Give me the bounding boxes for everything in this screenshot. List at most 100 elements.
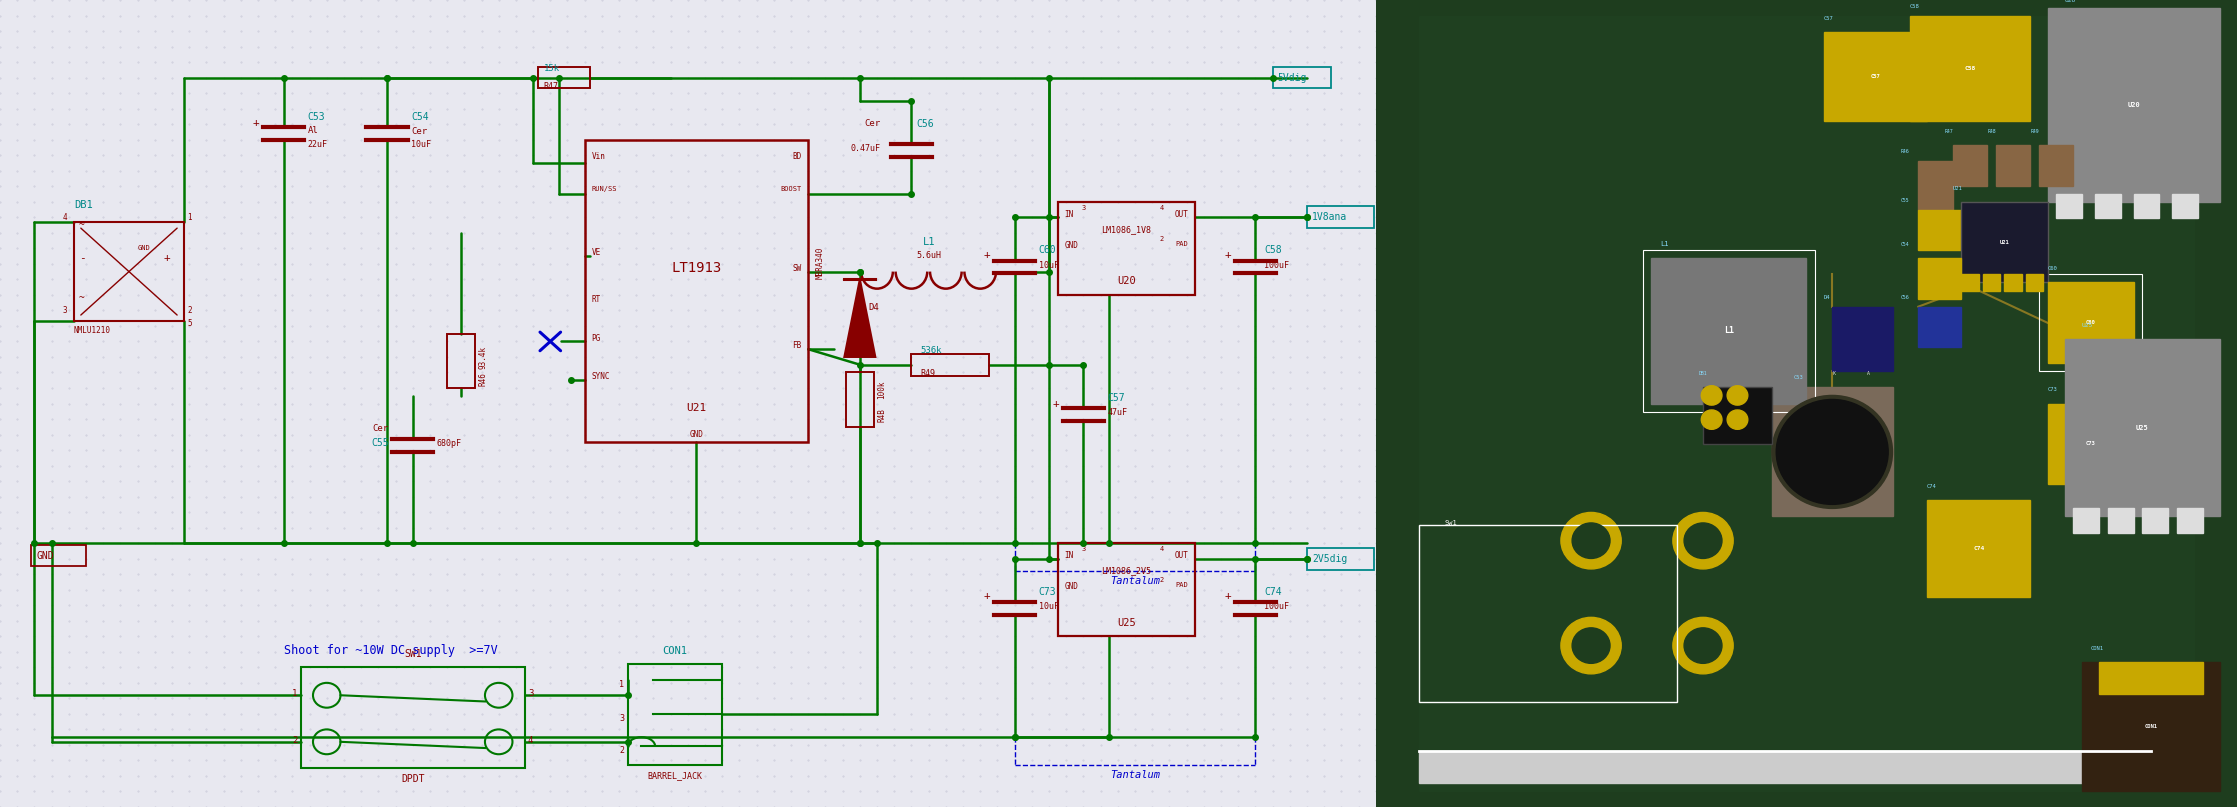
Text: C60: C60 <box>2085 320 2096 325</box>
Text: C54: C54 <box>412 111 430 122</box>
Text: 680pF: 680pF <box>436 439 461 448</box>
Circle shape <box>1776 399 1888 504</box>
Text: 93.4k: 93.4k <box>479 346 488 370</box>
Text: C73: C73 <box>2085 441 2096 446</box>
Bar <box>1919 258 1962 299</box>
Bar <box>302 667 523 768</box>
Text: +: + <box>253 118 259 128</box>
Text: IN: IN <box>1065 551 1074 560</box>
Text: 5Vdig: 5Vdig <box>1277 73 1306 82</box>
Text: 47uF: 47uF <box>1107 408 1127 417</box>
Circle shape <box>1684 628 1722 663</box>
Text: 2: 2 <box>1161 236 1163 241</box>
Text: U25: U25 <box>1116 617 1136 628</box>
Text: 100uF: 100uF <box>1264 261 1289 270</box>
Text: +: + <box>984 249 991 260</box>
Text: 536k: 536k <box>919 346 942 355</box>
Bar <box>2143 508 2168 533</box>
Text: FB: FB <box>792 341 801 350</box>
Bar <box>2177 508 2203 533</box>
Text: U20: U20 <box>1116 276 1136 286</box>
Text: C56: C56 <box>1901 295 1910 299</box>
Text: 1: 1 <box>620 679 624 688</box>
Text: IN: IN <box>1065 210 1074 219</box>
Text: ~: ~ <box>78 220 85 230</box>
Text: 10uF: 10uF <box>1038 602 1058 611</box>
Circle shape <box>1727 410 1747 429</box>
Bar <box>2056 194 2083 218</box>
Text: OUT: OUT <box>1174 210 1188 219</box>
Text: DPDT: DPDT <box>400 775 425 784</box>
Bar <box>1642 250 1814 412</box>
Text: R48: R48 <box>1986 129 1995 134</box>
Text: GND: GND <box>136 245 150 251</box>
Text: K: K <box>1832 371 1834 376</box>
Bar <box>1962 274 1978 291</box>
Text: +: + <box>163 253 170 263</box>
Text: NMLU1210: NMLU1210 <box>74 326 112 335</box>
Bar <box>2134 194 2159 218</box>
Text: SYNC: SYNC <box>591 373 611 382</box>
Text: Tantalum: Tantalum <box>1110 770 1161 780</box>
Text: 15k: 15k <box>544 64 559 73</box>
Text: R49: R49 <box>2031 129 2038 134</box>
Text: 2: 2 <box>188 307 192 316</box>
Bar <box>1823 32 1926 121</box>
Text: ~: ~ <box>78 293 85 303</box>
Text: A: A <box>1866 371 1870 376</box>
Circle shape <box>1561 512 1622 569</box>
Text: 4: 4 <box>1161 546 1163 552</box>
Bar <box>584 140 808 442</box>
Bar <box>1919 307 1962 347</box>
Text: C60: C60 <box>1038 245 1056 255</box>
Text: C57: C57 <box>1870 74 1879 79</box>
Text: -: - <box>78 253 85 263</box>
Bar <box>447 333 474 388</box>
Bar <box>1702 387 1772 444</box>
Text: C74: C74 <box>1264 587 1282 596</box>
Text: GND: GND <box>36 550 54 561</box>
Text: C73: C73 <box>1038 587 1056 596</box>
Text: C53: C53 <box>309 111 324 122</box>
Text: L1: L1 <box>1725 326 1734 336</box>
Text: 100k: 100k <box>877 380 886 399</box>
Text: 1V8ana: 1V8ana <box>1313 212 1347 222</box>
Text: 22uF: 22uF <box>309 140 329 148</box>
Circle shape <box>1702 410 1722 429</box>
Text: R46: R46 <box>1901 149 1910 154</box>
Text: C58: C58 <box>1264 245 1282 255</box>
Text: GND: GND <box>1065 240 1078 249</box>
Text: C56: C56 <box>917 119 935 129</box>
Text: C73: C73 <box>2047 387 2058 392</box>
Text: R47: R47 <box>544 82 559 91</box>
Text: U25: U25 <box>2136 424 2148 431</box>
Text: GND: GND <box>689 430 702 439</box>
Text: 3: 3 <box>1083 204 1085 211</box>
Text: 3: 3 <box>1083 546 1085 552</box>
Bar <box>1772 387 1893 516</box>
Circle shape <box>1573 523 1611 558</box>
Text: L1: L1 <box>1660 241 1669 247</box>
Text: 100uF: 100uF <box>1264 602 1289 611</box>
Bar <box>1418 751 2152 783</box>
Text: C53: C53 <box>1794 375 1803 380</box>
Circle shape <box>1673 617 1734 674</box>
Bar <box>74 222 183 321</box>
Text: GND: GND <box>1065 582 1078 591</box>
Text: L1: L1 <box>922 237 935 248</box>
Bar <box>1058 543 1195 636</box>
Text: 10uF: 10uF <box>1038 261 1058 270</box>
Text: C74: C74 <box>1973 546 1984 551</box>
Bar <box>1910 16 2031 121</box>
Text: 2: 2 <box>293 736 298 745</box>
Bar <box>1919 210 1962 250</box>
Text: OUT: OUT <box>1174 551 1188 560</box>
Text: D4: D4 <box>1823 295 1830 299</box>
Bar <box>1919 161 1953 210</box>
Bar <box>1953 145 1986 186</box>
Bar <box>2004 274 2022 291</box>
Text: 3: 3 <box>620 714 624 723</box>
Text: Cer: Cer <box>412 128 427 136</box>
Text: LM1086_2V5: LM1086_2V5 <box>1101 567 1152 575</box>
Text: BARREL_JACK: BARREL_JACK <box>646 771 702 780</box>
